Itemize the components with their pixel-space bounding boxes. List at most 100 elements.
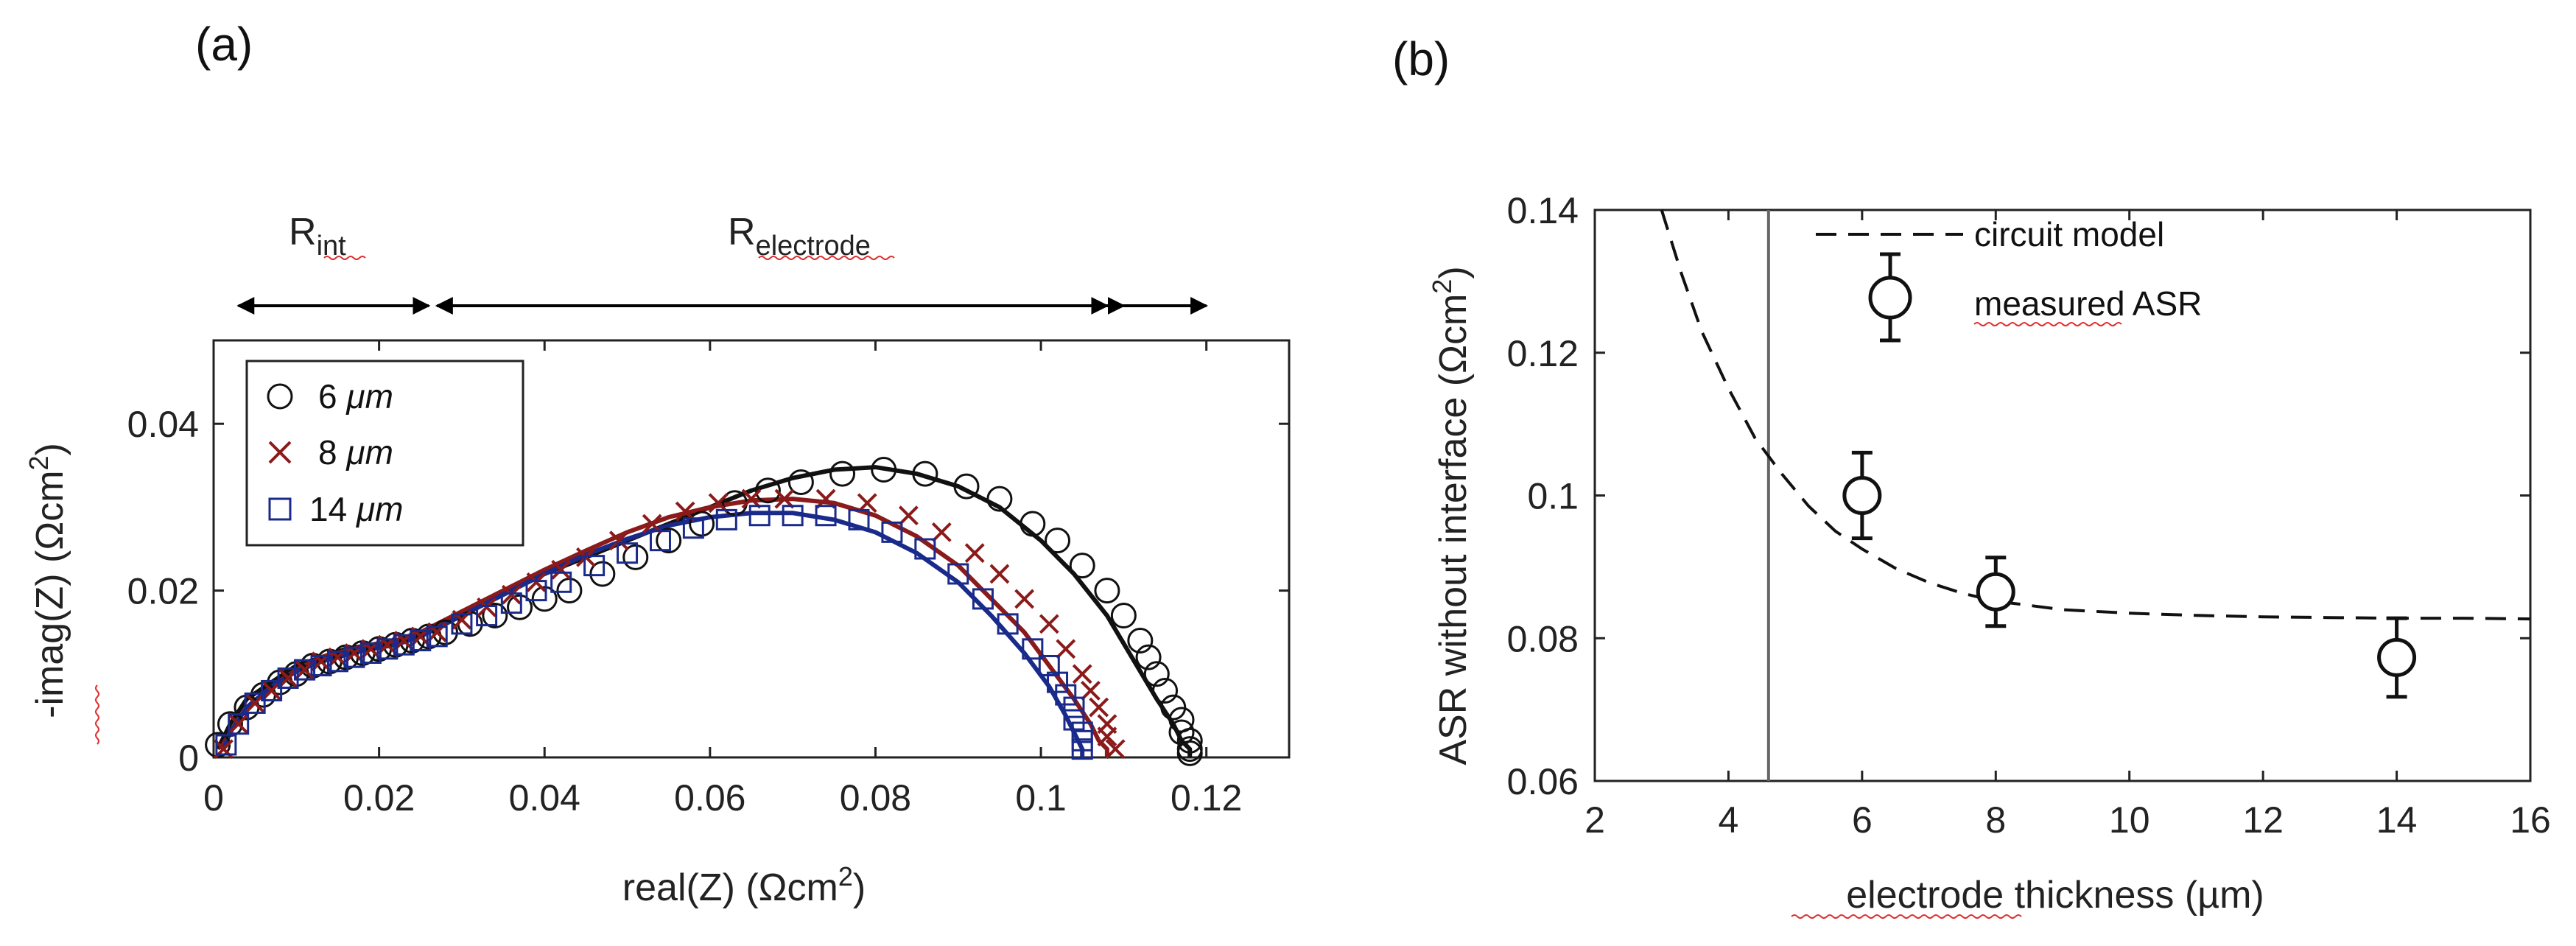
panel-b: (b) 2 4 6 8 10 12 14 16 0.06 0.08 0.1 0.12 0.14 cir… xyxy=(1392,32,2551,919)
data-point-6um xyxy=(1143,661,1170,687)
data-point-6um xyxy=(986,486,1013,512)
data-point-14um xyxy=(649,530,671,552)
y-axis-ticks: 0 0.02 0.04 xyxy=(127,404,1289,779)
data-point-6um xyxy=(787,469,814,495)
x-tick-label: 0.04 xyxy=(509,777,580,819)
y-tick-label: 0 xyxy=(178,737,199,779)
data-point-6um xyxy=(507,594,533,620)
data-point-8um xyxy=(675,501,695,522)
data-point-6um xyxy=(432,619,458,645)
data-point-14um xyxy=(476,605,498,627)
data-point-8um xyxy=(898,505,919,526)
x-tick-label: 10 xyxy=(2109,799,2150,841)
data-point-8um xyxy=(501,584,522,605)
data-point-14um xyxy=(359,642,382,664)
data-point-8um xyxy=(1056,639,1076,659)
data-points xyxy=(205,456,1203,766)
data-point-14um xyxy=(1038,654,1060,676)
data-point-8um xyxy=(477,597,497,617)
legend-label-circuit-model: circuit model xyxy=(1974,215,2164,253)
y-tick-label: 0.12 xyxy=(1507,333,1579,374)
data-point-14um xyxy=(294,659,316,681)
measured-point xyxy=(2377,616,2417,699)
data-point-14um xyxy=(343,646,365,668)
x-axis-label-a: real(Z) (Ωcm2) xyxy=(622,861,866,909)
data-point-6um xyxy=(1069,553,1095,579)
data-point-6um xyxy=(556,578,583,604)
x-tick-label: 2 xyxy=(1584,799,1605,841)
x-tick-label: 12 xyxy=(2242,799,2284,841)
data-point-6um xyxy=(1176,727,1203,754)
data-point-8um xyxy=(857,493,877,514)
data-point-8um xyxy=(551,559,572,580)
y-axis-ticks: 0.06 0.08 0.1 0.12 0.14 xyxy=(1507,190,2530,802)
data-point-14um xyxy=(947,563,969,585)
y-tick-label: 0.02 xyxy=(127,571,199,612)
data-point-6um xyxy=(689,511,715,537)
y-tick-label: 0.14 xyxy=(1507,190,1579,231)
data-point-6um xyxy=(1019,511,1046,537)
data-point-14um xyxy=(848,508,870,530)
data-point-6um xyxy=(1160,694,1187,721)
data-point-8um xyxy=(1097,726,1117,747)
x-tick-label: 0.08 xyxy=(840,777,911,819)
data-point-8um xyxy=(1081,681,1101,701)
data-point-14um xyxy=(525,580,547,602)
data-point-14um xyxy=(583,555,606,577)
data-point-8um xyxy=(228,714,249,735)
data-point-14um xyxy=(244,692,266,714)
x-tick-label: 6 xyxy=(1852,799,1873,841)
legend-label-6um: 6 μm xyxy=(318,377,393,416)
x-axis-label-b: electrode thickness (µm) xyxy=(1846,874,2264,917)
data-point-6um xyxy=(1152,677,1179,704)
r-int-label: Rint xyxy=(289,211,346,262)
data-point-6um xyxy=(589,561,616,587)
legend-marker-square xyxy=(268,497,292,521)
data-point-14um xyxy=(1071,738,1093,760)
data-point-14um xyxy=(376,638,399,660)
x-tick-label: 14 xyxy=(2376,799,2418,841)
data-point-8um xyxy=(526,572,547,592)
data-point-8um xyxy=(815,488,836,509)
measured-point xyxy=(1842,450,1882,541)
legend-label-8um: 8 μm xyxy=(318,433,393,472)
x-axis-ticks: 0 0.02 0.04 0.06 0.08 0.1 0.12 xyxy=(203,340,1242,819)
data-point-8um xyxy=(1105,739,1126,760)
legend-b: circuit model measured ASR xyxy=(1816,215,2202,343)
data-point-8um xyxy=(1039,614,1059,634)
data-point-6um xyxy=(1094,578,1120,604)
r-electrode-underline xyxy=(758,256,895,260)
data-point-14um xyxy=(426,626,448,648)
y-tick-label: 0.08 xyxy=(1507,618,1579,659)
legend-a-box xyxy=(245,360,524,547)
legend-label-measured-asr: measured ASR xyxy=(1974,284,2202,323)
legend-marker-errorbar xyxy=(1868,252,1912,343)
data-point-8um xyxy=(1089,697,1109,718)
data-point-8um xyxy=(708,493,729,514)
data-point-6um xyxy=(531,586,558,612)
legend-marker-circle xyxy=(267,383,293,410)
ylabel-a-underline xyxy=(95,684,99,745)
data-point-14um xyxy=(215,734,237,756)
data-point-14um xyxy=(782,505,804,527)
data-point-14um xyxy=(997,613,1019,635)
plot-a-axes-box xyxy=(212,339,1291,759)
x-axis-ticks: 2 4 6 8 10 12 14 16 xyxy=(1584,210,2551,841)
x-tick-label: 8 xyxy=(1985,799,2006,841)
data-point-6um xyxy=(1045,528,1071,554)
y-axis-label-b: ASR without interface (Ωcm2) xyxy=(1427,266,1475,765)
y-tick-label: 0.04 xyxy=(127,404,199,445)
data-point-8um xyxy=(642,514,662,534)
data-point-14um xyxy=(310,654,332,676)
data-point-8um xyxy=(575,547,596,567)
data-point-6um xyxy=(912,460,938,487)
data-point-14um xyxy=(261,679,283,701)
r-electrode-label: Relectrode xyxy=(728,211,871,262)
data-point-14um xyxy=(1063,709,1085,731)
data-point-14um xyxy=(914,538,936,560)
data-point-14um xyxy=(881,521,903,543)
y-tick-label: 0.06 xyxy=(1507,761,1579,802)
data-point-14um xyxy=(550,571,572,593)
data-point-8um xyxy=(964,543,985,564)
x-tick-label: 16 xyxy=(2510,799,2551,841)
